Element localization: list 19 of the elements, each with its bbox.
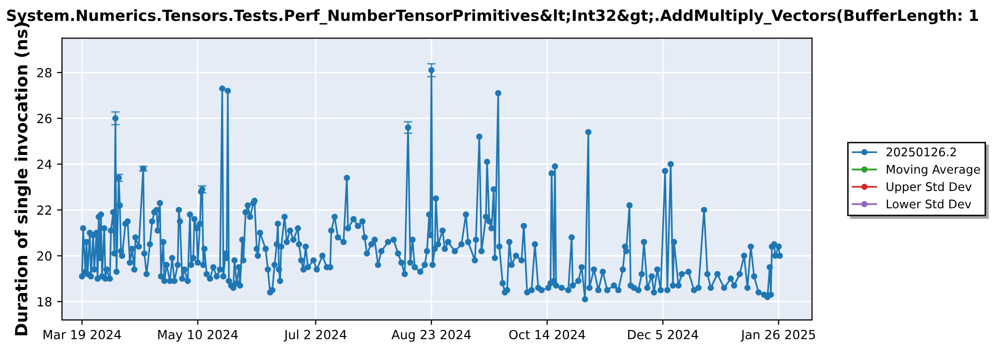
x-tick-label: Mar 19 2024 (44, 330, 121, 340)
chart-title: System.Numerics.Tensors.Tests.Perf_NumberTensorPrimitives&lt;Int32&gt;.AddMultiply_Vectors(BufferLength: 1 (7, 9, 978, 24)
y-tick-label: 28 (37, 68, 52, 78)
x-tick-label: Jul 2 2024 (284, 330, 346, 342)
y-tick-label: 26 (37, 114, 52, 124)
y-tick-label: 24 (37, 160, 52, 169)
y-axis-title: Duration of single invocation (ns) (14, 22, 31, 336)
x-tick-label: Oct 14 2024 (509, 330, 586, 340)
legend-label: Upper Std Dev (886, 182, 972, 194)
y-tick-label: 18 (38, 297, 52, 306)
y-tick-label: 20 (37, 251, 52, 261)
legend-label: Moving Average (886, 164, 980, 176)
x-tick-label: May 10 2024 (158, 330, 238, 342)
x-tick-label: Dec 5 2024 (628, 330, 698, 340)
legend-label: 20250126.2 (886, 148, 956, 156)
x-tick-label: Aug 23 2024 (392, 330, 471, 342)
y-tick-label: 22 (37, 205, 52, 215)
legend-label: Lower Std Dev (886, 199, 972, 208)
x-tick-label: Jan 26 2025 (740, 330, 815, 342)
